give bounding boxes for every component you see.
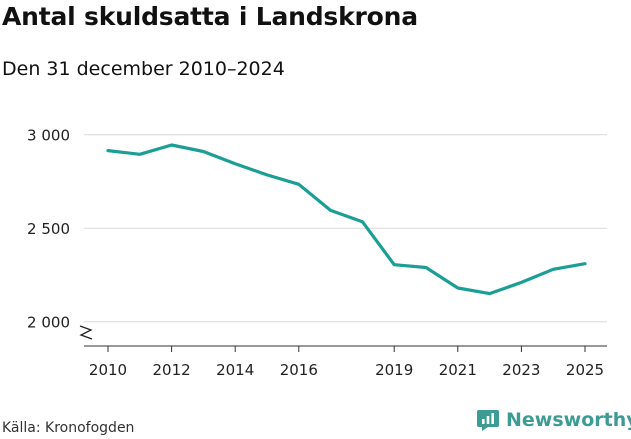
data-point[interactable] [200,149,206,155]
brand-name: Newsworthy [506,409,631,431]
data-point[interactable] [264,172,270,178]
x-tick-label: 2021 [439,361,477,379]
data-point[interactable] [455,285,461,291]
series-line-0 [106,143,587,296]
data-point[interactable] [359,219,365,225]
data-point[interactable] [423,264,429,270]
y-tick-label: 2 000 [27,314,70,332]
source-note: Källa: Kronofogden [2,420,135,436]
newsworthy-logo-icon [477,410,499,431]
x-tick-label: 2010 [89,361,127,379]
brand-logo[interactable]: Newsworthy [476,408,631,432]
data-point[interactable] [582,261,588,267]
data-point[interactable] [518,279,524,285]
x-tick-label: 2025 [566,361,604,379]
data-point[interactable] [487,291,493,297]
data-point[interactable] [105,148,111,154]
y-tick-label: 2 500 [27,220,70,238]
chart-subtitle: Den 31 december 2010–2024 [2,58,285,80]
x-tick-label: 2012 [153,361,191,379]
x-tick-label: 2019 [375,361,413,379]
data-point[interactable] [550,266,556,272]
data-point[interactable] [169,142,175,148]
x-tick-label: 2016 [280,361,318,379]
data-point[interactable] [137,151,143,157]
axis-break-icon [79,325,93,340]
chart-title: Antal skuldsatta i Landskrona [2,2,418,31]
data-point[interactable] [232,161,238,167]
x-tick-label: 2014 [216,361,254,379]
data-point[interactable] [328,207,334,213]
data-point[interactable] [391,262,397,268]
y-tick-label: 3 000 [27,127,70,145]
x-tick-label: 2023 [502,361,540,379]
data-point[interactable] [296,181,302,187]
